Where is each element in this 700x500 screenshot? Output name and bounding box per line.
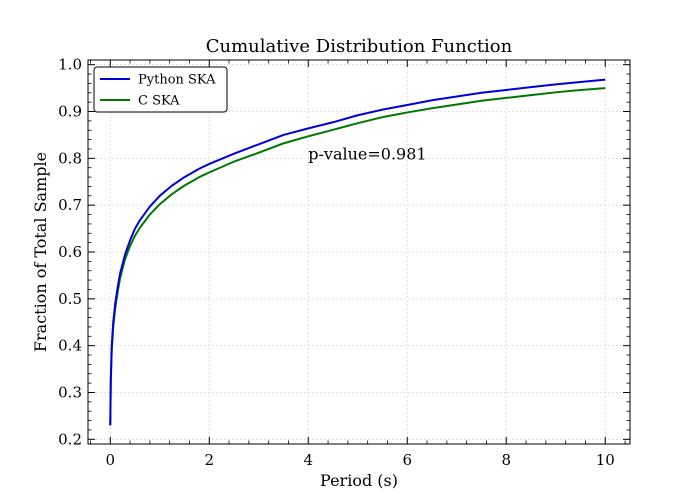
y-tick-label: 0.9 — [58, 103, 82, 121]
y-tick-label: 0.8 — [58, 149, 82, 167]
y-tick-label: 0.4 — [58, 337, 82, 355]
y-tick-label: 0.6 — [58, 243, 82, 261]
y-tick-label: 0.7 — [58, 196, 82, 214]
legend-label-python-ska: Python SKA — [138, 73, 216, 88]
legend-label-c-ska: C SKA — [138, 94, 180, 109]
grid — [88, 60, 630, 444]
x-tick-label: 8 — [501, 451, 511, 469]
series-line-python-ska — [109, 78, 606, 426]
y-tick-label: 0.2 — [58, 430, 82, 448]
chart-title: Cumulative Distribution Function — [206, 36, 513, 57]
legend: Python SKA C SKA — [93, 66, 228, 113]
x-tick-label: 10 — [596, 451, 615, 469]
y-axis-label: Fraction of Total Sample — [31, 152, 50, 352]
series-layer — [109, 78, 606, 426]
y-tick-label: 1.0 — [58, 56, 82, 74]
x-tick-label: 4 — [303, 451, 313, 469]
y-tick-label: 0.3 — [58, 383, 82, 401]
x-tick-label: 6 — [402, 451, 412, 469]
p-value-annotation: p-value=0.981 — [308, 144, 426, 163]
x-axis-label: Period (s) — [320, 471, 398, 490]
x-tick-label: 0 — [106, 451, 116, 469]
y-tick-label: 0.5 — [58, 290, 82, 308]
tick-labels: 0 2 4 6 8 10 0.2 0.3 0.4 0.5 0.6 0.7 0.8 0.9 1.0 — [58, 56, 615, 469]
ticks — [88, 60, 630, 444]
x-tick-label: 2 — [204, 451, 214, 469]
